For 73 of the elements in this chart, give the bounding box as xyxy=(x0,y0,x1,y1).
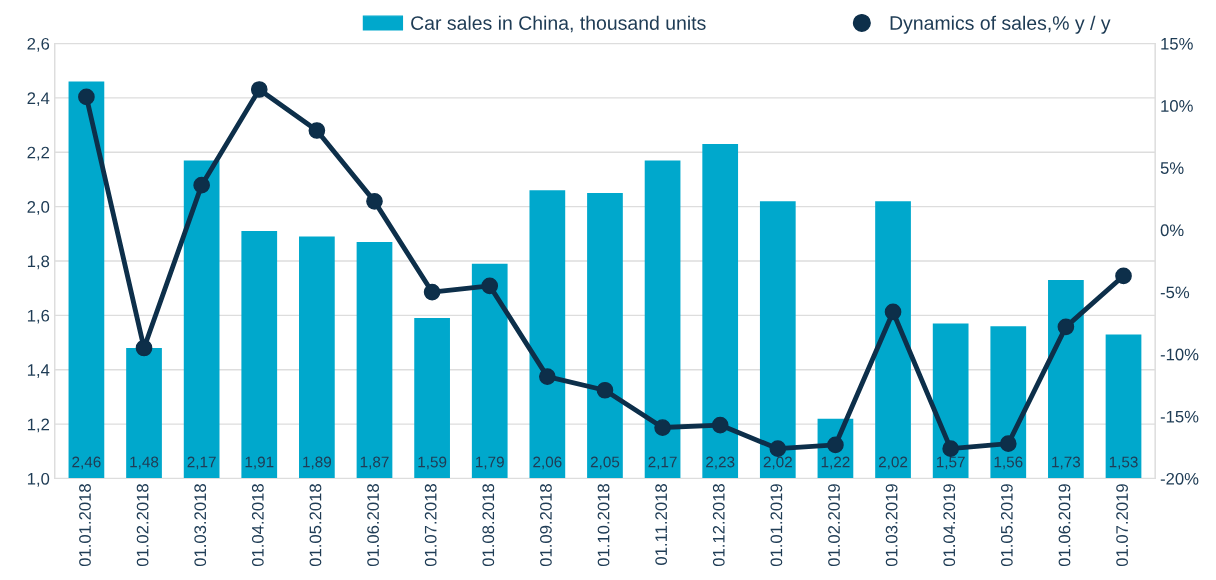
y2-tick-label: -15% xyxy=(1160,410,1199,423)
x-tick-label: 01.05.2018 xyxy=(309,484,322,567)
point xyxy=(596,381,614,399)
data-label: 1,73 xyxy=(1052,456,1081,470)
y-tick-label: 1,8 xyxy=(27,255,50,270)
point xyxy=(481,277,499,295)
x-tick-label: 01.11.2018 xyxy=(655,484,668,565)
x-tick-label: 01.09.2018 xyxy=(540,484,552,567)
x-tick-label: 01.07.2019 xyxy=(1116,484,1128,567)
y-tick-label: 1,2 xyxy=(27,418,50,433)
point xyxy=(1057,318,1075,336)
data-label: 2,06 xyxy=(533,456,562,470)
x-tick-label: 01.02.2018 xyxy=(136,484,149,567)
data-label: 2,05 xyxy=(590,456,620,470)
point xyxy=(1115,267,1132,285)
data-label: 1,53 xyxy=(1109,456,1138,470)
point xyxy=(539,368,556,385)
point xyxy=(711,416,729,434)
point xyxy=(884,303,902,321)
x-tick-label: 01.04.2018 xyxy=(251,484,264,567)
data-label: 2,17 xyxy=(187,456,216,470)
data-label: 1,22 xyxy=(821,456,850,470)
x-tick-label: 01.07.2018 xyxy=(424,484,437,567)
x-tick-label: 01.06.2018 xyxy=(367,484,379,567)
point xyxy=(78,88,95,106)
y-tick-label: 2,2 xyxy=(27,146,50,161)
y2-tick-label: -5% xyxy=(1160,286,1190,299)
data-label: 1,87 xyxy=(360,456,389,470)
data-label: 1,79 xyxy=(476,456,504,470)
y2-tick-label: -20% xyxy=(1160,472,1199,485)
x-tick-label: 01.12.2018 xyxy=(712,484,725,567)
y2-tick-label: 15% xyxy=(1161,37,1193,50)
y2-tick-label: -10% xyxy=(1160,348,1199,361)
x-tick-label: 01.05.2019 xyxy=(1000,484,1013,567)
x-tick-label: 01.03.2018 xyxy=(194,484,207,567)
y-tick-label: 1,0 xyxy=(27,472,50,487)
data-label: 1,56 xyxy=(994,456,1023,470)
x-tick-label: 01.01.2018 xyxy=(79,484,91,567)
y2-tick-label: 0% xyxy=(1160,224,1184,237)
data-label: 2,46 xyxy=(72,456,101,470)
y-tick-label: 1,4 xyxy=(27,364,50,378)
y-tick-label: 1,6 xyxy=(27,309,50,324)
point xyxy=(366,193,383,210)
data-label: 2,02 xyxy=(763,456,792,470)
point xyxy=(423,283,441,301)
x-tick-label: 01.03.2019 xyxy=(885,484,898,567)
legend-label: Dynamics of sales,% y / y xyxy=(890,15,1111,34)
x-tick-label: 01.06.2019 xyxy=(1058,484,1071,567)
data-label: 1,89 xyxy=(303,456,332,470)
y2-tick-label: 5% xyxy=(1160,162,1184,174)
y-tick-label: 2,4 xyxy=(27,92,50,107)
data-label: 1,57 xyxy=(936,456,965,470)
legend-label: Car sales in China, thousand units xyxy=(411,15,706,33)
data-label: 2,17 xyxy=(648,456,677,470)
data-label: 1,59 xyxy=(418,456,447,470)
point xyxy=(308,122,326,139)
data-label: 2,02 xyxy=(878,456,908,470)
x-tick-label: 01.08.2018 xyxy=(482,484,495,567)
data-label: 1,48 xyxy=(130,456,159,470)
y2-tick-label: 10% xyxy=(1161,100,1193,112)
x-tick-label: 01.01.2019 xyxy=(770,484,783,567)
data-label: 1,91 xyxy=(245,456,274,470)
point xyxy=(999,435,1017,453)
y-tick-label: 2,0 xyxy=(27,201,50,215)
x-tick-label: 01.02.2019 xyxy=(828,484,840,567)
x-tick-label: 01.04.2019 xyxy=(943,484,956,567)
x-tick-label: 01.10.2018 xyxy=(597,484,610,567)
y-tick-label: 2,6 xyxy=(27,37,50,52)
data-label: 2,23 xyxy=(706,456,735,470)
point xyxy=(654,419,671,436)
point xyxy=(250,81,268,98)
point xyxy=(135,339,153,357)
point xyxy=(193,176,210,194)
